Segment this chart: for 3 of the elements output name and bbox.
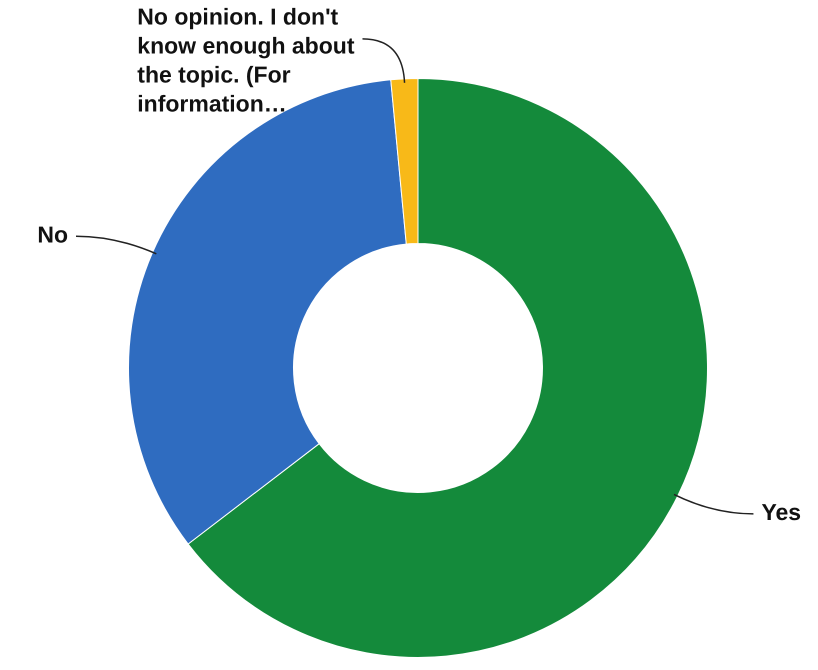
slice-label: Yes	[761, 499, 802, 526]
slice-label: No opinion. I don't know enough about the topic. (For information…	[137, 3, 355, 116]
slice-label: No	[37, 222, 68, 248]
